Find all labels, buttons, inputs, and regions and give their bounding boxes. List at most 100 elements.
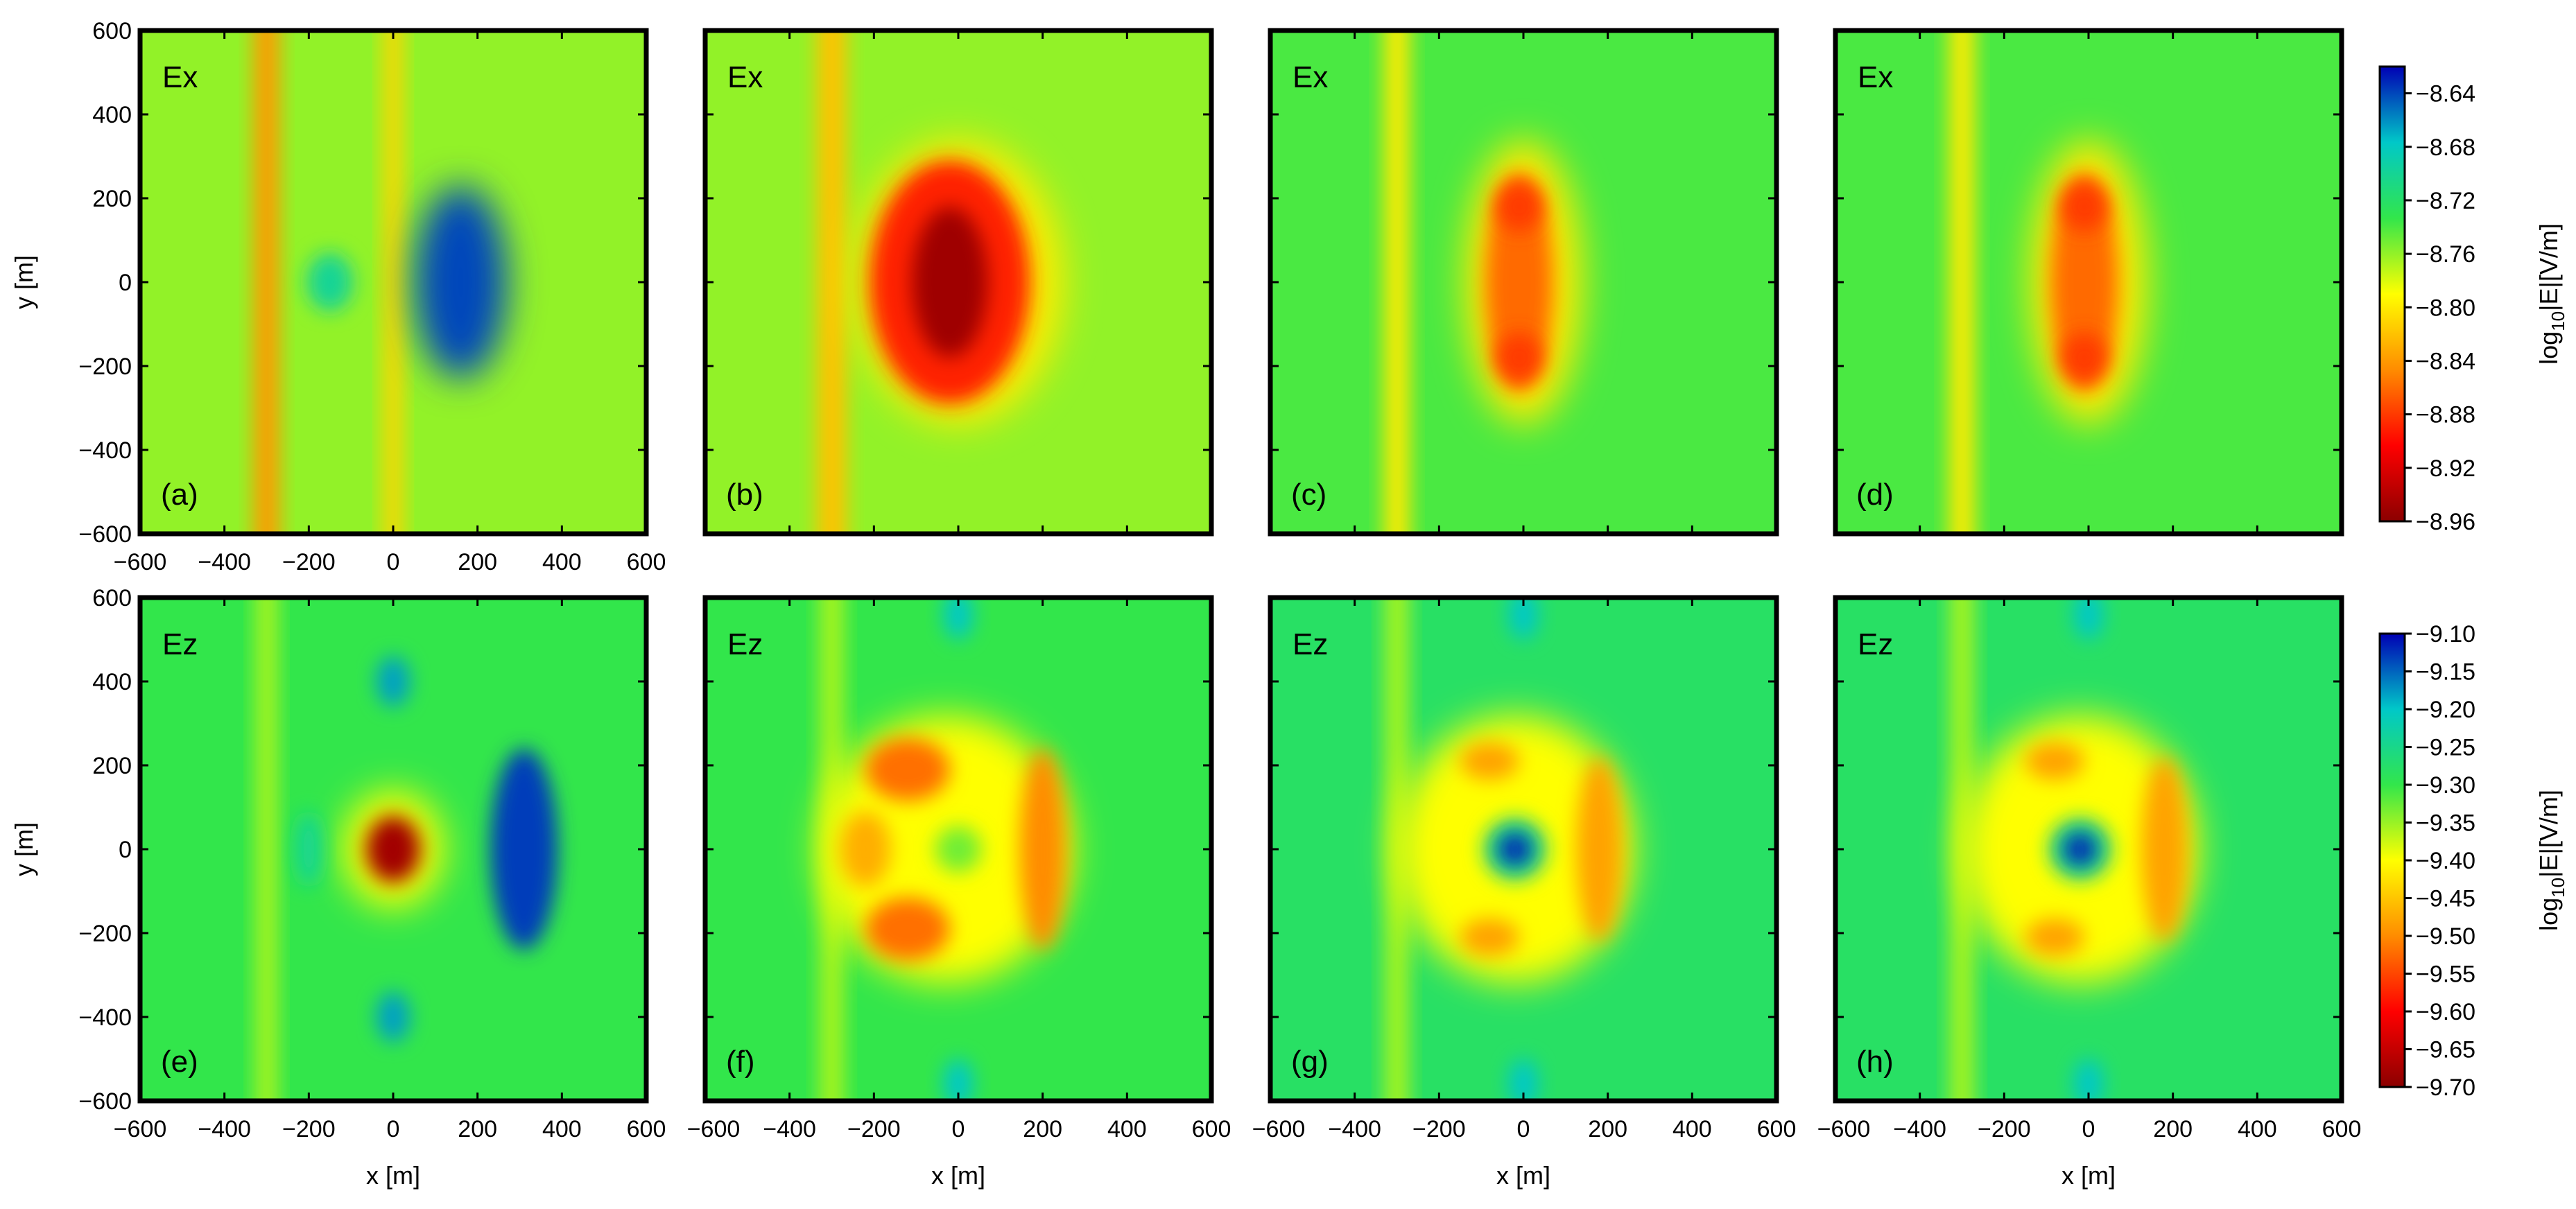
y-tick-label: −200 [78,354,132,380]
x-tick-label: −400 [198,1116,251,1142]
y-axis-label: y [m] [10,255,38,309]
heatmap-blob [2141,756,2188,942]
heatmap-field [1835,31,2342,534]
colorbar-tick-label: −8.84 [2416,348,2475,374]
heatmap-blob [376,656,410,707]
heatmap-blob [1460,918,1519,957]
heatmap-blob [490,748,558,950]
colorbar-tick-label: −9.55 [2416,962,2475,988]
x-tick-label: 600 [2322,1116,2362,1142]
field-label: Ex [727,60,763,94]
heatmap-blob [365,815,421,883]
y-tick-label: 400 [92,669,132,695]
x-axis-label: x [m] [366,1161,420,1190]
x-tick-label: 200 [458,1116,497,1142]
x-tick-label: −400 [198,549,251,575]
heatmap-blob [2061,181,2108,232]
x-tick-label: 0 [1517,1116,1530,1142]
x-axis-label: x [m] [2061,1161,2116,1190]
y-tick-label: −400 [78,1004,132,1031]
heatmap-blob [865,897,950,961]
panel-letter: (d) [1856,478,1894,512]
panel-letter: (a) [161,478,198,512]
x-tick-label: 600 [627,1116,666,1142]
heatmap-field [705,31,1211,534]
colorbar-tick-label: −8.72 [2416,188,2475,214]
heatmap-blob [2061,332,2108,383]
heatmap-field [705,598,1211,1101]
panel-letter: (h) [1856,1045,1894,1079]
colorbar-tick-label: −9.45 [2416,886,2475,912]
x-tick-label: 200 [1588,1116,1627,1142]
x-axis-label: x [m] [931,1161,985,1190]
heatmap-blob [943,598,974,640]
colorbar-tick-label: −9.70 [2416,1075,2475,1101]
colorbar-gradient [2378,65,2406,523]
panel-letter: (c) [1291,478,1326,512]
field-label: Ez [727,627,763,661]
panel-c: Ex (c) [1268,28,1779,537]
y-tick-label: 200 [92,753,132,779]
colorbar-tick-label: −9.20 [2416,697,2475,723]
heatmap-blob [2064,833,2096,865]
x-tick-label: 400 [2238,1116,2277,1142]
heatmap-blob [1496,332,1543,383]
x-tick-label: −600 [114,549,167,575]
heatmap-field [140,598,646,1101]
colorbar-tick-label: −9.30 [2416,772,2475,799]
y-tick-label: 600 [92,18,132,44]
panel-g: −600 −400 −200 0 200 400 600 x [m] Ez (g) [1252,595,1797,1190]
field-label: Ex [1858,60,1893,94]
x-tick-label: −200 [847,1116,901,1142]
heatmap-blob [2025,742,2084,781]
panel-e: −600 −400 −200 0 200 400 600 −600 −400 −200 0 200 40… [10,585,666,1190]
heatmap-stripe [1384,31,1410,534]
colorbar-gradient [2378,632,2406,1088]
x-tick-label: 600 [1757,1116,1797,1142]
colorbar-ez: −9.10 −9.15 −9.20 −9.25 −9.30 −9.35 −9.40 −9.45… [2378,621,2568,1101]
y-tick-label: 400 [92,102,132,128]
x-tick-label: 0 [2082,1116,2095,1142]
x-tick-label: −200 [282,549,336,575]
colorbar-tick-label: −8.76 [2416,241,2475,268]
colorbar-tick-label: −9.35 [2416,810,2475,837]
heatmap-blob [1498,833,1531,865]
heatmap-stripe [383,31,403,534]
y-tick-label: −600 [78,1088,132,1115]
heatmap-blob [1508,598,1539,640]
field-label: Ex [1293,60,1328,94]
heatmap-blob [2073,598,2104,640]
x-tick-label: 200 [458,549,497,575]
heatmap-field [1270,31,1777,534]
x-tick-label: 0 [387,1116,400,1142]
field-label: Ex [162,60,198,94]
panel-b: Ex (b) [702,28,1214,537]
colorbars-layer: −8.64 −8.68 −8.72 −8.76 −8.80 −8.84 −8.88 −8.92… [2378,65,2568,1101]
y-tick-label: 0 [119,270,132,296]
y-tick-label: −400 [78,437,132,464]
x-tick-label: −600 [1252,1116,1306,1142]
colorbar-tick-label: −8.96 [2416,509,2475,535]
heatmap-blob [865,738,950,801]
x-tick-label: 0 [387,549,400,575]
heatmap-blob [1508,1059,1539,1101]
y-tick-label: 600 [92,585,132,611]
heatmap-blob [1460,742,1519,781]
heatmap-field [1270,598,1777,1101]
colorbar-tick-label: −9.50 [2416,923,2475,950]
colorbar-tick-label: −9.10 [2416,621,2475,647]
panels-layer: −600 −400 −200 0 200 400 600 −600 −400 −200 0 200 40… [10,18,2362,1190]
heatmap-field [140,31,646,534]
colorbar-tick-label: −9.65 [2416,1037,2475,1063]
heatmap-blob [414,185,508,379]
colorbar-tick-label: −8.64 [2416,81,2475,107]
panel-letter: (f) [726,1045,755,1079]
x-tick-label: −400 [1893,1116,1946,1142]
heatmap-stripe [1949,31,1975,534]
heatmap-blob [935,826,982,873]
heatmap-stripe [254,31,279,534]
field-label: Ez [1293,627,1328,661]
colorbar-tick-label: −8.88 [2416,402,2475,428]
heatmap-stripe [256,598,277,1101]
